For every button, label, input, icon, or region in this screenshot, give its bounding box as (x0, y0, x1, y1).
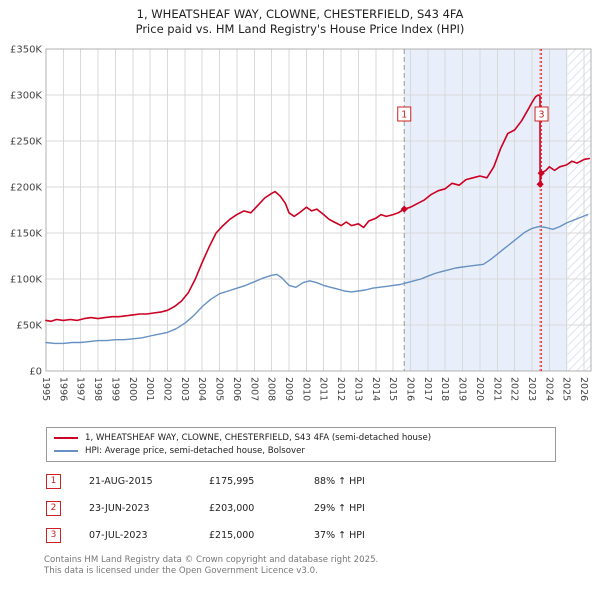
price-paid-line-swatch (54, 436, 78, 439)
svg-text:£200K: £200K (10, 183, 42, 194)
svg-text:£100K: £100K (10, 275, 42, 286)
sale-date: 21-AUG-2015 (89, 476, 153, 487)
svg-text:2005: 2005 (214, 377, 225, 401)
sale-row: 3 07-JUL-2023 £215,000 37% ↑ HPI (46, 528, 600, 543)
footer: Contains HM Land Registry data © Crown c… (44, 555, 600, 577)
svg-text:2000: 2000 (127, 377, 138, 401)
svg-text:2007: 2007 (248, 377, 259, 401)
plot-border (45, 48, 592, 372)
hpi-line (45, 213, 589, 345)
svg-text:£300K: £300K (10, 91, 42, 102)
svg-text:£50K: £50K (16, 321, 42, 332)
svg-text:1995: 1995 (40, 377, 51, 401)
svg-text:2006: 2006 (231, 377, 242, 401)
svg-text:£350K: £350K (10, 45, 42, 56)
svg-text:2023: 2023 (526, 377, 537, 401)
svg-text:2002: 2002 (161, 377, 172, 401)
shaded-region (404, 49, 568, 371)
future-hatch-region (567, 49, 591, 371)
chart-title: 1, WHEATSHEAF WAY, CLOWNE, CHESTERFIELD,… (136, 7, 464, 21)
x-axis-labels: 1995 1996 1997 1998 1999 2000 2001 2002 2003 2004… (40, 377, 589, 401)
svg-text:2017: 2017 (422, 377, 433, 401)
svg-text:2015: 2015 (387, 377, 398, 401)
price-paid-line (45, 94, 591, 323)
sale-price: £175,995 (209, 476, 255, 487)
legend-entry: 1, WHEATSHEAF WAY, CLOWNE, CHESTERFIELD,… (54, 431, 548, 444)
svg-text:2025: 2025 (561, 377, 572, 401)
chart-header: 1, WHEATSHEAF WAY, CLOWNE, CHESTERFIELD,… (0, 0, 600, 37)
svg-text:2010: 2010 (300, 377, 311, 401)
svg-text:2013: 2013 (352, 377, 363, 401)
sales-table: 1 21-AUG-2015 £175,995 88% ↑ HPI 2 23-JUN-202… (46, 474, 600, 543)
svg-text:1998: 1998 (92, 377, 103, 401)
footer-line-2: This data is licensed under the Open Gov… (44, 566, 318, 576)
svg-text:2020: 2020 (474, 377, 485, 401)
svg-text:1999: 1999 (109, 377, 120, 401)
svg-text:1997: 1997 (75, 377, 86, 401)
footer-line-1: Contains HM Land Registry data © Crown c… (44, 555, 379, 565)
legend: 1, WHEATSHEAF WAY, CLOWNE, CHESTERFIELD,… (46, 427, 556, 462)
sale-hpi-delta: 88% ↑ HPI (314, 476, 365, 487)
gridlines (45, 48, 591, 372)
svg-text:2022: 2022 (509, 377, 520, 401)
svg-text:2021: 2021 (491, 377, 502, 401)
svg-text:2011: 2011 (318, 377, 329, 401)
sale-number-badge: 1 (46, 474, 61, 489)
svg-text:2009: 2009 (283, 377, 294, 401)
sale-date: 23-JUN-2023 (89, 503, 150, 514)
chart-wrap: 1 3 £0 £50K £100K £150K £200K £250K £300K £350K 19… (0, 39, 600, 425)
svg-text:2004: 2004 (196, 377, 207, 401)
legend-entry: HPI: Average price, semi-detached house,… (54, 444, 548, 457)
legend-label: HPI: Average price, semi-detached house,… (85, 445, 305, 456)
sale-number-badge: 2 (46, 501, 61, 516)
svg-text:2001: 2001 (144, 377, 155, 401)
svg-text:2026: 2026 (578, 377, 589, 401)
svg-text:2024: 2024 (543, 377, 554, 401)
svg-text:£0: £0 (29, 367, 42, 378)
sale-hpi-delta: 29% ↑ HPI (314, 503, 365, 514)
hpi-line-swatch (54, 449, 78, 452)
svg-text:1: 1 (401, 110, 407, 121)
sale-price: £215,000 (209, 530, 255, 541)
svg-text:2012: 2012 (335, 377, 346, 401)
chart-subtitle: Price paid vs. HM Land Registry's House … (135, 22, 465, 36)
svg-text:1996: 1996 (57, 377, 68, 401)
sale-markers (400, 169, 545, 213)
price-chart: 1 3£0£50K£100K£150K£200K£250K£300K£350K19… (10, 45, 592, 401)
svg-text:£150K: £150K (10, 229, 42, 240)
sale-price: £203,000 (209, 503, 255, 514)
y-axis-labels: £0 £50K £100K £150K £200K £250K £300K £350K (10, 45, 42, 378)
sale-hpi-delta: 37% ↑ HPI (314, 530, 365, 541)
svg-text:2018: 2018 (439, 377, 450, 401)
svg-text:3: 3 (539, 110, 545, 121)
svg-text:2014: 2014 (370, 377, 381, 401)
svg-text:2003: 2003 (179, 377, 190, 401)
svg-text:£250K: £250K (10, 137, 42, 148)
svg-text:2008: 2008 (266, 377, 277, 401)
sale-row: 2 23-JUN-2023 £203,000 29% ↑ HPI (46, 501, 600, 516)
sale-number-badge: 3 (46, 528, 61, 543)
sale-row: 1 21-AUG-2015 £175,995 88% ↑ HPI (46, 474, 600, 489)
sale-date: 07-JUL-2023 (89, 530, 148, 541)
svg-text:2016: 2016 (404, 377, 415, 401)
legend-label: 1, WHEATSHEAF WAY, CLOWNE, CHESTERFIELD,… (85, 432, 432, 443)
svg-text:2019: 2019 (457, 377, 468, 401)
